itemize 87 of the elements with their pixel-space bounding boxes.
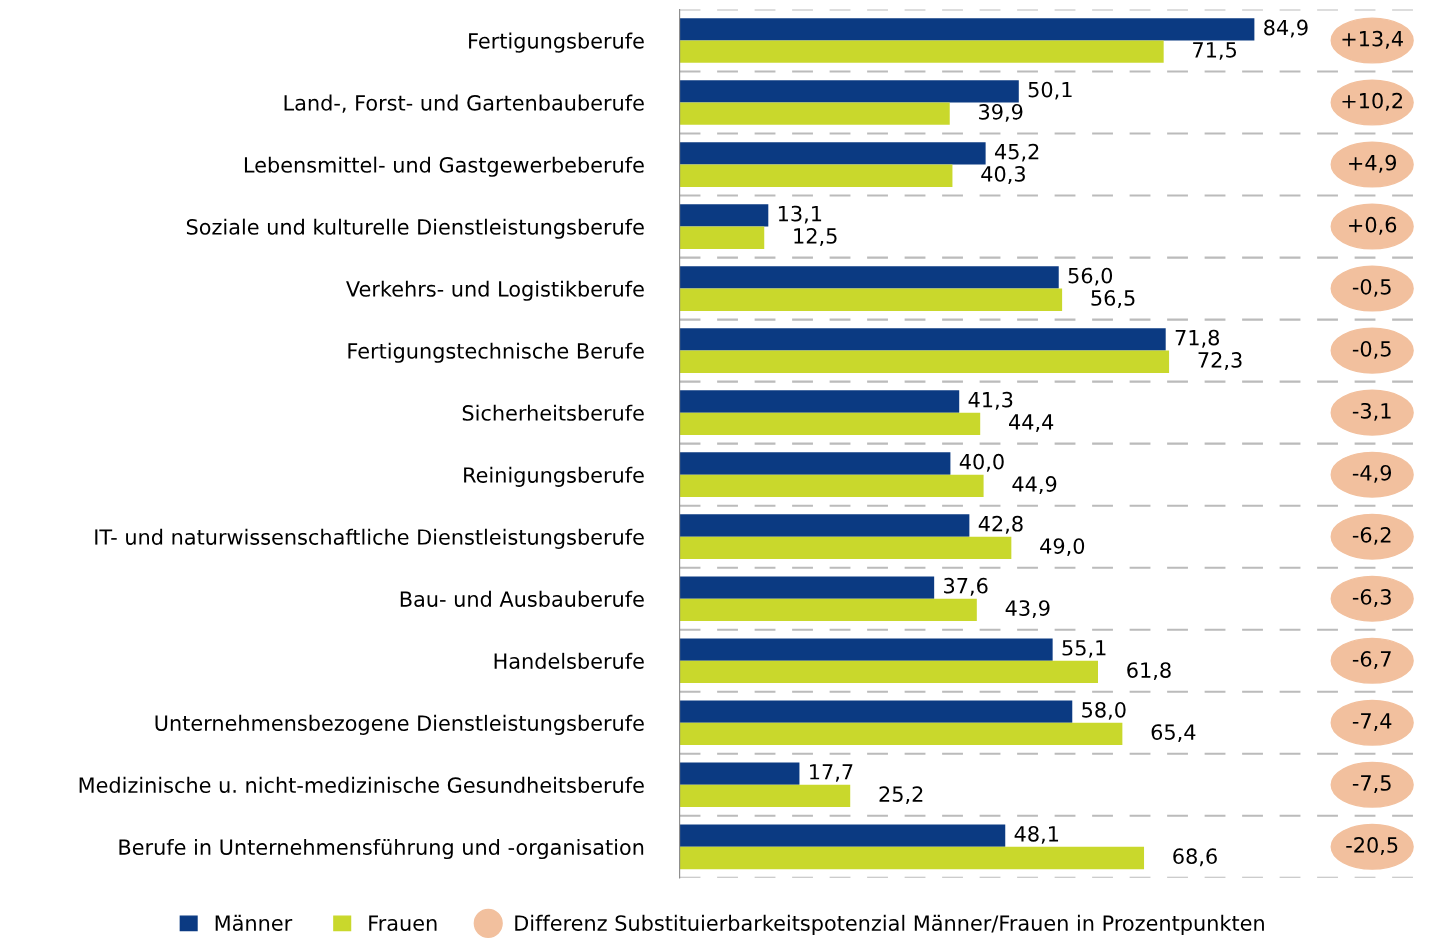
bar [679, 474, 984, 497]
data-label: 71,5 [1193, 42, 1237, 60]
y-tick-label: Reinigungsberufe [464, 466, 644, 487]
data-label: 25,2 [879, 786, 923, 805]
data-label: 71,8 [1175, 329, 1219, 348]
data-label: 58,0 [1082, 701, 1126, 720]
data-label: 40,3 [981, 166, 1025, 184]
bar [679, 784, 851, 808]
annotation: -0,5 [1352, 340, 1391, 359]
bar [679, 846, 1145, 870]
bar [679, 226, 765, 249]
data-label: 61,8 [1127, 662, 1171, 681]
data-label: 17,7 [810, 764, 853, 782]
bar [679, 722, 1123, 746]
y-tick-label: Land-, Forst- und Gartenbauberufe [284, 94, 644, 113]
y-tick-label: Medizinische u. nicht-medizinische Gesundheitsberufe [79, 776, 644, 793]
data-label: 42,8 [978, 515, 1023, 534]
y-tick-label: Verkehrs- und Logistikberufe [346, 280, 644, 301]
annotation: -6,3 [1352, 589, 1391, 607]
bar [679, 514, 970, 537]
bar [679, 328, 1166, 351]
y-tick-label: Soziale und kulturelle Dienstleistungsberufe [186, 218, 644, 239]
data-label: 68,6 [1173, 848, 1217, 867]
data-label: 65,4 [1151, 724, 1196, 743]
annotation: +4,9 [1349, 154, 1397, 173]
annotation: -6,7 [1352, 651, 1391, 669]
data-label: 37,6 [944, 577, 988, 596]
data-label: 40,0 [959, 453, 1004, 472]
bar [679, 204, 769, 227]
bar [679, 452, 951, 475]
y-tick-label: Sicherheitsberufe [462, 404, 644, 421]
data-label: 55,1 [1062, 640, 1106, 658]
annotation: -7,4 [1352, 713, 1392, 731]
bar [679, 18, 1255, 41]
data-label: 72,3 [1198, 352, 1242, 370]
bar [679, 598, 977, 622]
bar [679, 80, 1019, 103]
bar [679, 164, 953, 187]
y-tick-label: Handelsberufe [494, 652, 644, 669]
y-tick-label: Fertigungstechnische Berufe [348, 342, 644, 363]
y-tick-label: Berufe in Unternehmensführung und -organisation [119, 838, 644, 860]
legend-label: Frauen [369, 915, 437, 931]
data-label: 49,0 [1040, 538, 1085, 557]
bar [679, 142, 986, 165]
data-label: 45,2 [994, 143, 1039, 162]
annotation: -20,5 [1346, 837, 1398, 855]
data-label: 41,3 [968, 391, 1013, 410]
annotation: -7,5 [1352, 775, 1391, 793]
legend-label: Männer [215, 914, 293, 931]
annotation: -4,9 [1352, 464, 1392, 483]
annotation: +10,2 [1342, 92, 1403, 111]
data-label: 50,1 [1028, 81, 1072, 100]
bar [679, 266, 1059, 289]
data-label: 13,1 [778, 205, 822, 224]
bar [679, 700, 1073, 723]
bar [679, 660, 1098, 684]
text: Differenz Substituierbarkeitspotenzial Männer/Frauen in Prozentpunkten [515, 914, 1264, 935]
data-label: 12,5 [794, 228, 837, 246]
bar [679, 102, 950, 125]
y-tick-label: Unternehmensbezogene Dienstleistungsberufe [155, 714, 644, 736]
bar [679, 638, 1053, 661]
bar [679, 350, 1170, 373]
y-tick-label: Lebensmittel- und Gastgewerbeberufe [244, 156, 644, 177]
bar [679, 824, 1006, 847]
bar [679, 536, 1012, 560]
data-label: 56,5 [1091, 290, 1135, 308]
bar [679, 40, 1164, 63]
data-label: 44,4 [1009, 414, 1054, 432]
data-label: 48,1 [1014, 825, 1059, 844]
y-tick-label: Bau- und Ausbauberufe [400, 590, 644, 607]
data-label: 43,9 [1005, 600, 1050, 619]
bar [679, 288, 1063, 311]
data-label: 39,9 [979, 103, 1023, 122]
y-tick-label: Fertigungsberufe [469, 32, 644, 53]
y-tick-label: IT- und naturwissenschaftliche Dienstleistungsberufe [95, 528, 644, 549]
annotation: +13,4 [1342, 30, 1403, 49]
bar [679, 390, 960, 413]
bar [679, 412, 981, 435]
data-label: 44,9 [1012, 476, 1057, 494]
annotation: -3,1 [1352, 402, 1391, 421]
data-label: 56,0 [1068, 267, 1113, 286]
bar [679, 576, 935, 599]
annotation: -0,5 [1352, 278, 1391, 297]
data-label: 84,9 [1264, 19, 1308, 38]
bar [679, 762, 800, 785]
annotation: -6,2 [1352, 526, 1391, 545]
annotation: +0,6 [1349, 216, 1397, 235]
